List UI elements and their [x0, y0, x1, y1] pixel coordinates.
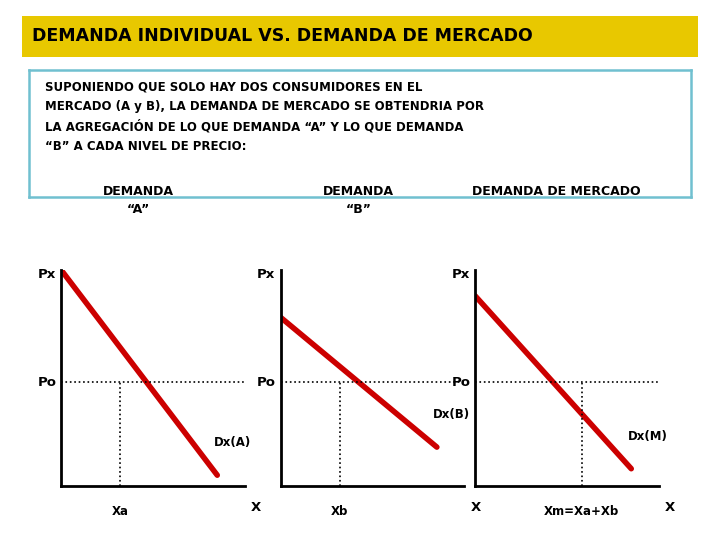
Text: DEMANDA DE MERCADO: DEMANDA DE MERCADO: [472, 185, 641, 198]
Text: Xa: Xa: [112, 505, 128, 518]
Text: DEMANDA: DEMANDA: [103, 185, 174, 198]
Text: X: X: [251, 501, 261, 514]
Text: Po: Po: [451, 376, 470, 389]
Text: DEMANDA INDIVIDUAL VS. DEMANDA DE MERCADO: DEMANDA INDIVIDUAL VS. DEMANDA DE MERCAD…: [32, 28, 533, 45]
Text: “B”: “B”: [346, 203, 371, 216]
Text: X: X: [470, 501, 480, 514]
Text: Po: Po: [37, 376, 56, 389]
Text: Xm=Xa+Xb: Xm=Xa+Xb: [544, 505, 619, 518]
Text: Dx(B): Dx(B): [433, 408, 470, 421]
Text: Px: Px: [257, 268, 275, 281]
Text: Px: Px: [451, 268, 469, 281]
Text: SUPONIENDO QUE SOLO HAY DOS CONSUMIDORES EN EL
MERCADO (A y B), LA DEMANDA DE ME: SUPONIENDO QUE SOLO HAY DOS CONSUMIDORES…: [45, 80, 485, 153]
Text: Xb: Xb: [331, 505, 348, 518]
Text: “A”: “A”: [127, 203, 150, 216]
Text: X: X: [665, 501, 675, 514]
Text: DEMANDA: DEMANDA: [323, 185, 394, 198]
Text: Dx(M): Dx(M): [628, 430, 667, 443]
Text: Px: Px: [37, 268, 55, 281]
Text: Dx(A): Dx(A): [214, 436, 251, 449]
Text: Po: Po: [257, 376, 276, 389]
